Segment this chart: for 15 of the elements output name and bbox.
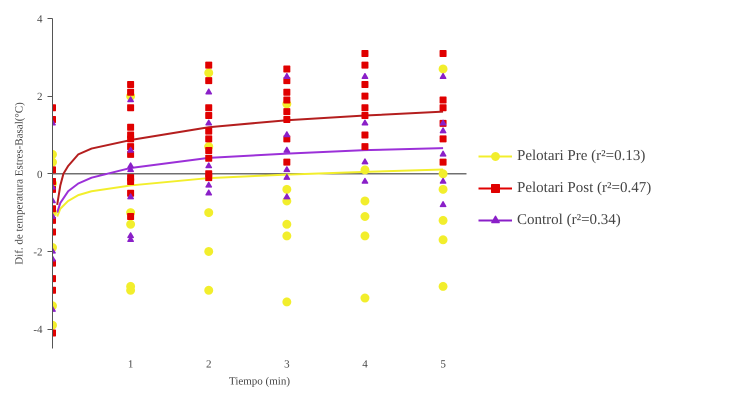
- x-axis-title: Tiempo (min): [228, 376, 290, 388]
- x-tick-label: 5: [440, 358, 446, 370]
- y-tick-label: 0: [37, 168, 43, 181]
- legend-label: Pelotari Post (r²=0.47): [517, 180, 652, 196]
- x-tick-label: 2: [206, 358, 212, 370]
- x-tick-label: 1: [128, 358, 134, 370]
- y-tick-label: -2: [33, 246, 43, 258]
- y-tick-label: 2: [37, 91, 42, 104]
- y-tick-label: -4: [33, 324, 43, 336]
- y-tick-label: 4: [37, 14, 43, 26]
- x-tick-label: 3: [284, 358, 290, 370]
- legend-label: Control (r²=0.34): [517, 212, 621, 228]
- y-axis-title: Dif. de temperatura Estres-Basal(°C): [13, 102, 26, 265]
- x-tick-label: 4: [362, 358, 368, 370]
- legend-label: Pelotari Pre (r²=0.13): [517, 148, 646, 164]
